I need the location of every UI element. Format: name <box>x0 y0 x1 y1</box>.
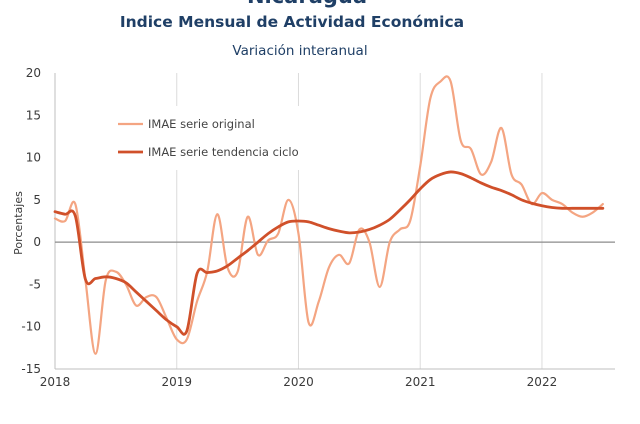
y-tick-label: 5 <box>33 193 41 207</box>
x-tick-label: 2020 <box>283 375 314 389</box>
x-tick-label: 2021 <box>405 375 436 389</box>
legend-label-original: IMAE serie original <box>148 117 255 131</box>
chart-title-top: Nicaragua <box>247 0 367 8</box>
y-tick-label: -5 <box>29 277 41 291</box>
x-tick-label: 2022 <box>527 375 558 389</box>
series-group <box>53 75 605 355</box>
legend: IMAE serie original IMAE serie tendencia… <box>105 106 325 170</box>
x-tick-label: 2018 <box>40 375 71 389</box>
chart-title: Indice Mensual de Actividad Económica <box>120 13 464 31</box>
series-line-trend <box>53 170 605 336</box>
y-tick-label: 15 <box>26 108 41 122</box>
y-tick-label: -10 <box>21 320 41 334</box>
legend-label-trend: IMAE serie tendencia ciclo <box>148 145 299 159</box>
x-tick-label: 2019 <box>161 375 192 389</box>
series-line-original <box>53 75 604 355</box>
legend-background <box>105 106 325 170</box>
y-tick-label: 0 <box>33 235 41 249</box>
y-tick-label: -15 <box>21 362 41 376</box>
y-tick-label: 10 <box>26 151 41 165</box>
y-tick-label: 20 <box>26 66 41 80</box>
y-axis-label: Porcentajes <box>12 191 25 255</box>
chart-subtitle: Variación interanual <box>232 43 367 59</box>
